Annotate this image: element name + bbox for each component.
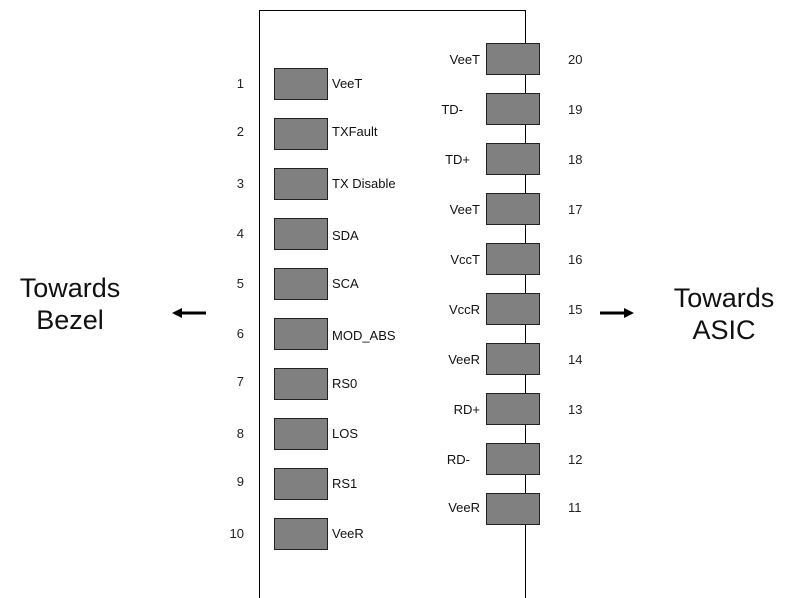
- towards-bezel-line1: Towards: [19, 273, 121, 303]
- pin-pad: [274, 168, 328, 200]
- pin-number: 3: [236, 176, 244, 191]
- pin-label: VeeT: [332, 76, 363, 91]
- pin-number: 15: [568, 302, 583, 317]
- pin-number: 5: [236, 276, 244, 291]
- pin-number: 8: [236, 426, 244, 441]
- pin-label: VeeR: [332, 526, 364, 541]
- towards-asic-line1: Towards: [673, 283, 775, 313]
- connector-outline: [259, 10, 526, 598]
- pin-pad: [486, 443, 540, 475]
- pin-label: VeeT: [449, 52, 480, 67]
- pin-pad: [486, 143, 540, 175]
- pin-label: VeeT: [449, 202, 480, 217]
- pin-label: TD+: [445, 152, 470, 167]
- pin-number: 20: [568, 52, 583, 67]
- pin-pad: [274, 368, 328, 400]
- pin-number: 6: [236, 326, 244, 341]
- pin-label: TD-: [441, 102, 463, 117]
- towards-bezel-label: Towards Bezel: [6, 272, 134, 336]
- pin-number: 12: [568, 452, 583, 467]
- pin-label: LOS: [332, 426, 359, 441]
- pin-number: 4: [236, 226, 244, 241]
- pin-label: MOD_ABS: [332, 328, 396, 343]
- pin-number: 14: [568, 352, 583, 367]
- pin-pad: [486, 393, 540, 425]
- pin-pad: [486, 93, 540, 125]
- pin-number: 13: [568, 402, 583, 417]
- pin-label: RS0: [332, 376, 358, 391]
- pin-number: 19: [568, 102, 583, 117]
- pin-number: 7: [236, 374, 244, 389]
- towards-bezel-line2: Bezel: [36, 305, 104, 335]
- pin-pad: [274, 68, 328, 100]
- towards-asic-line2: ASIC: [692, 315, 756, 345]
- pin-number: 1: [236, 76, 244, 91]
- pin-pad: [274, 468, 328, 500]
- pin-pad: [274, 418, 328, 450]
- pin-label: VccT: [450, 252, 480, 267]
- arrow-right-icon: [600, 308, 634, 318]
- arrow-left-icon: [172, 308, 206, 318]
- pin-pad: [486, 243, 540, 275]
- pin-label: RD-: [446, 452, 470, 467]
- pin-number: 10: [229, 526, 244, 541]
- pin-pad: [486, 43, 540, 75]
- pin-pad: [274, 268, 328, 300]
- towards-asic-label: Towards ASIC: [660, 282, 788, 346]
- pin-pad: [486, 493, 540, 525]
- pin-number: 9: [236, 474, 244, 489]
- pin-number: 17: [568, 202, 583, 217]
- pin-label: SDA: [332, 228, 359, 243]
- pin-label: RD+: [453, 402, 480, 417]
- pin-number: 16: [568, 252, 583, 267]
- pin-label: TX Disable: [332, 176, 396, 191]
- pin-label: VeeR: [448, 352, 480, 367]
- pin-pad: [486, 293, 540, 325]
- pin-label: SCA: [332, 276, 359, 291]
- pin-number: 18: [568, 152, 583, 167]
- pin-pad: [274, 518, 328, 550]
- pin-label: RS1: [332, 476, 358, 491]
- pin-number: 11: [568, 500, 582, 515]
- pin-pad: [486, 193, 540, 225]
- pin-label: VeeR: [448, 500, 480, 515]
- pin-pad: [274, 118, 328, 150]
- pin-pad: [274, 318, 328, 350]
- pin-label: TXFault: [332, 124, 378, 139]
- pin-pad: [274, 218, 328, 250]
- pin-label: VccR: [448, 302, 480, 317]
- pin-pad: [486, 343, 540, 375]
- pin-number: 2: [236, 124, 244, 139]
